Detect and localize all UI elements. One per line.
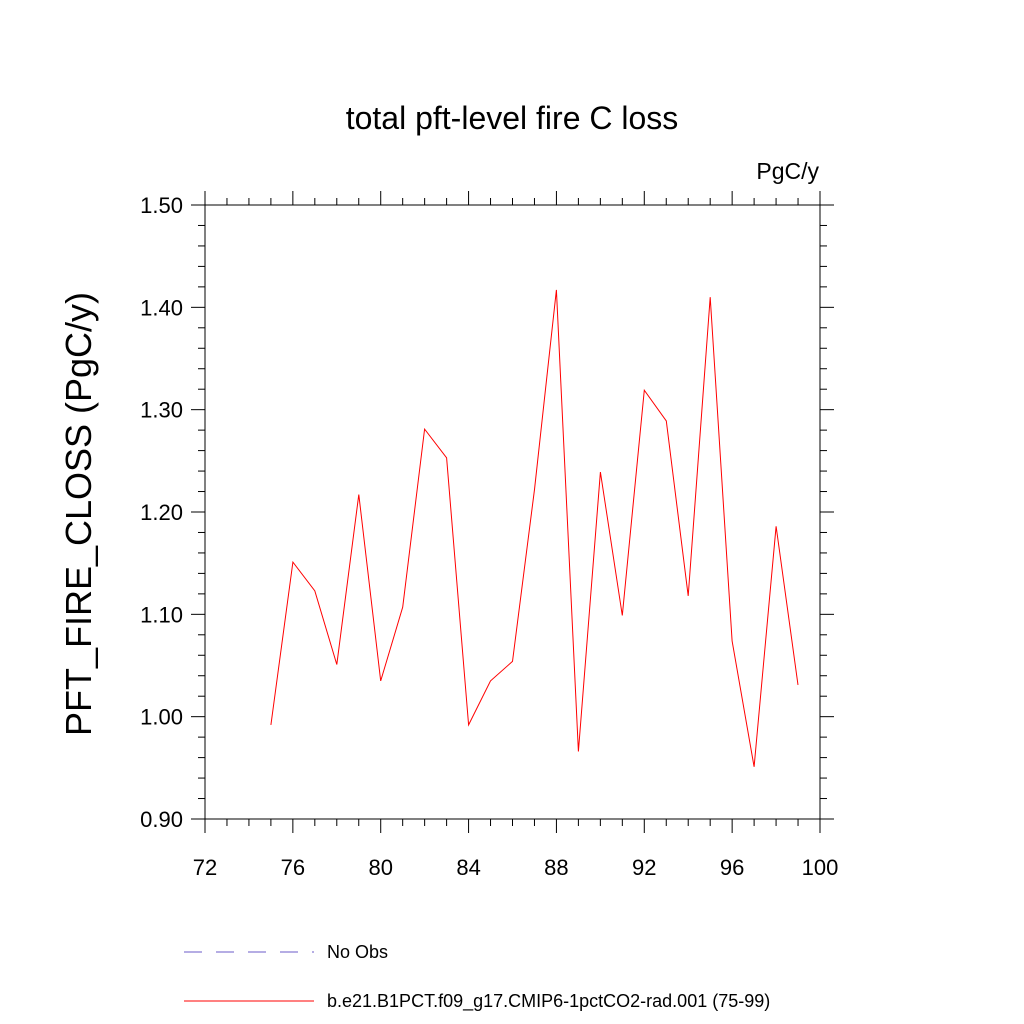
y-tick-label: 1.00 bbox=[140, 705, 183, 730]
x-tick-label: 76 bbox=[281, 855, 305, 880]
units-label: PgC/y bbox=[756, 158, 819, 184]
legend-label-run: b.e21.B1PCT.f09_g17.CMIP6-1pctCO2-rad.00… bbox=[327, 991, 771, 1011]
x-tick-label: 80 bbox=[368, 855, 392, 880]
y-tick-label: 1.50 bbox=[140, 193, 183, 218]
legend-label-no-obs: No Obs bbox=[327, 942, 389, 962]
x-tick-label: 92 bbox=[632, 855, 656, 880]
x-tick-label: 84 bbox=[456, 855, 480, 880]
y-tick-label: 0.90 bbox=[140, 807, 183, 832]
y-tick-label: 1.30 bbox=[140, 398, 183, 423]
plot-frame bbox=[204, 204, 821, 820]
x-tick-label: 72 bbox=[193, 855, 217, 880]
chart-title: total pft-level fire C loss bbox=[345, 100, 679, 136]
x-tick-label: 100 bbox=[802, 855, 839, 880]
y-tick-label: 1.40 bbox=[140, 295, 183, 320]
y-tick-label: 1.20 bbox=[140, 500, 183, 525]
legend bbox=[184, 951, 314, 1002]
x-tick-label: 88 bbox=[544, 855, 568, 880]
y-tick-label: 1.10 bbox=[140, 602, 183, 627]
plot-series bbox=[270, 289, 799, 767]
x-tick-label: 96 bbox=[720, 855, 744, 880]
plot-axes: 0.90 1.00 1.10 1.20 1.30 1.40 1.50 72 76 80 84 88 92… bbox=[140, 191, 838, 880]
series-line bbox=[270, 289, 799, 767]
